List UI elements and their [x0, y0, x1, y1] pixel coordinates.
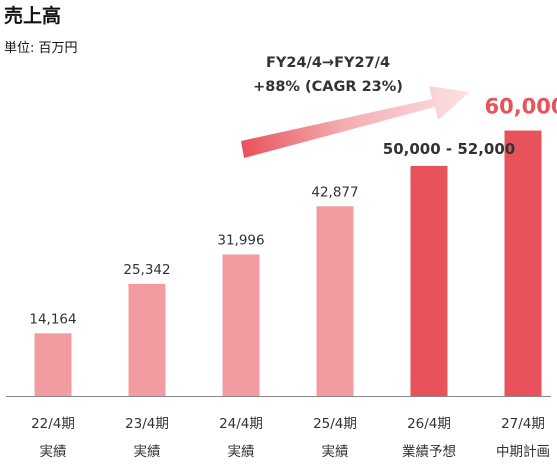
growth-arrow [241, 86, 470, 158]
category-note-23/4期: 実績 [134, 444, 161, 460]
tick-label-22/4期: 22/4期 [31, 416, 75, 432]
tick-label-27/4期: 27/4期 [501, 416, 545, 432]
value-label-24/4期: 31,996 [217, 232, 264, 248]
value-label-22/4期: 14,164 [29, 311, 76, 327]
bar-22/4期 [34, 333, 72, 396]
forecast-range-band [410, 165, 448, 175]
tick-label-25/4期: 25/4期 [313, 416, 357, 432]
bars-group [34, 130, 542, 396]
value-label-27/4期: 60,000 [484, 95, 557, 119]
value-label-23/4期: 25,342 [123, 262, 170, 278]
category-note-27/4期: 中期計画 [496, 444, 550, 460]
chart-title: 売上高 [4, 4, 61, 27]
value-labels-group: 14,164 25,342 31,996 42,877 50,000 - 52,000 6… [29, 95, 557, 328]
value-label-26/4期: 50,000 - 52,000 [383, 140, 515, 158]
bar-26/4期 [410, 165, 448, 396]
category-note-22/4期: 実績 [40, 444, 67, 460]
growth-annotation-line1: FY24/4→FY27/4 [266, 55, 390, 71]
growth-arrow-shape [241, 86, 470, 158]
value-label-25/4期: 42,877 [311, 184, 358, 200]
bar-23/4期 [128, 283, 166, 396]
growth-annotation-line2: +88% (CAGR 23%) [253, 79, 403, 95]
bar-27/4期 [504, 130, 542, 396]
category-note-25/4期: 実績 [322, 444, 349, 460]
bar-24/4期 [222, 254, 260, 396]
tick-label-24/4期: 24/4期 [219, 416, 263, 432]
unit-label: 単位: 百万円 [4, 40, 78, 56]
category-note-26/4期: 業績予想 [402, 444, 456, 460]
bar-25/4期 [316, 206, 354, 396]
category-note-24/4期: 実績 [228, 444, 255, 460]
tick-label-23/4期: 23/4期 [125, 416, 169, 432]
tick-label-26/4期: 26/4期 [407, 416, 451, 432]
